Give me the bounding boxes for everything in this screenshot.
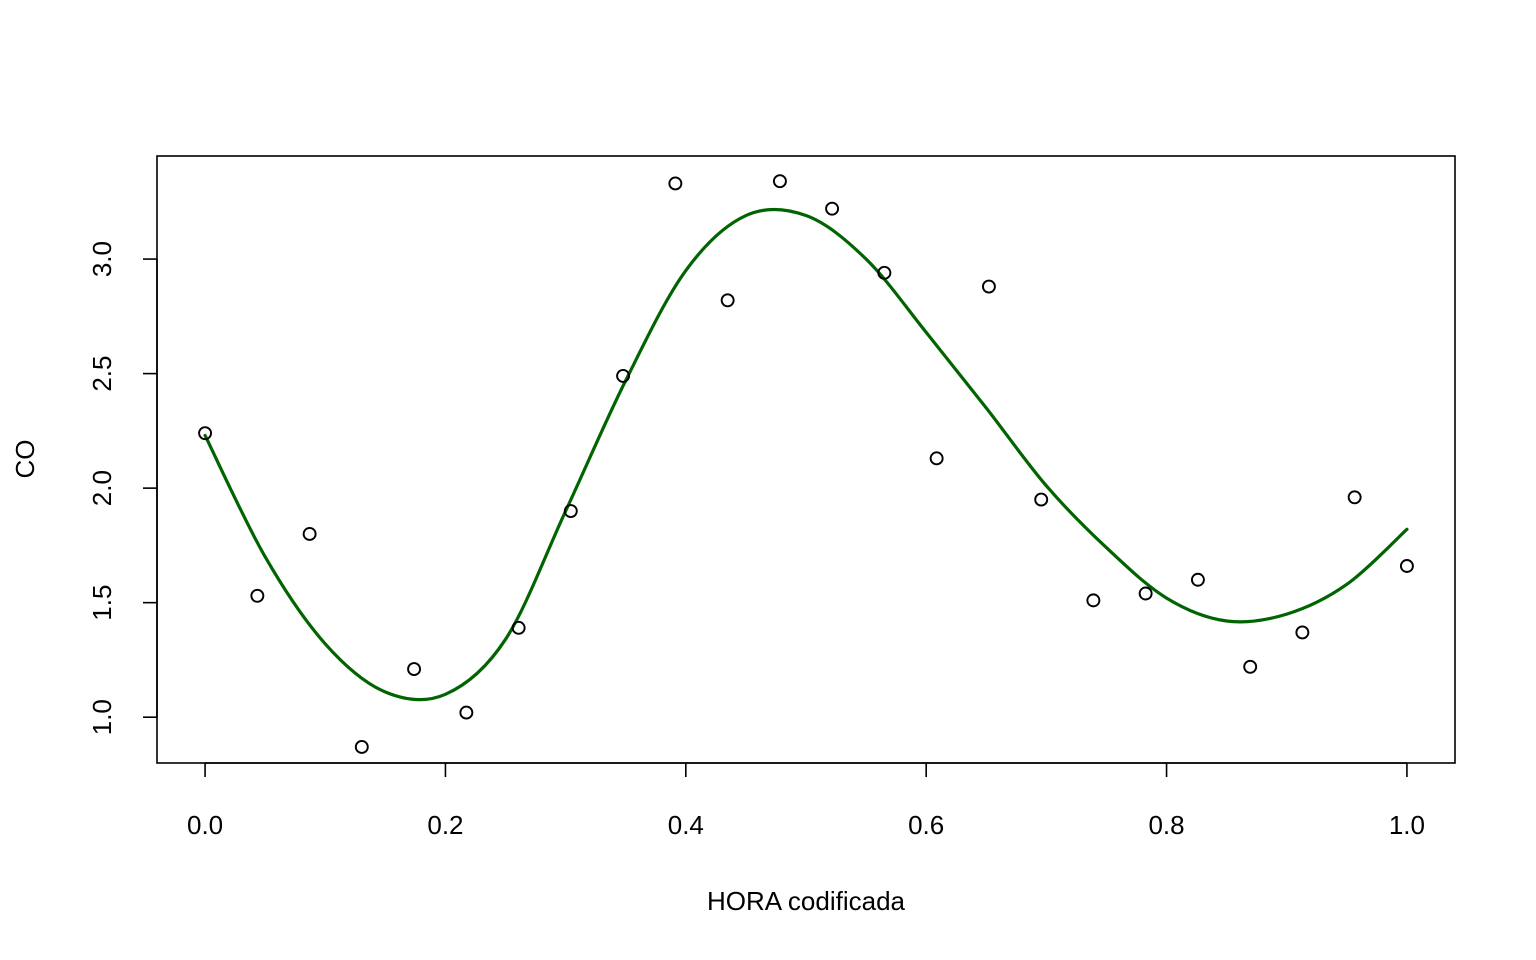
data-point: [407, 662, 422, 677]
data-point: [354, 740, 369, 754]
data-point: [459, 705, 474, 720]
y-axis-title: CO: [10, 440, 40, 479]
x-tick-label: 1.0: [1389, 810, 1425, 840]
data-point: [511, 620, 526, 635]
data-point: [616, 368, 631, 383]
x-tick-label: 0.6: [908, 810, 944, 840]
x-tick-label: 0.2: [427, 810, 463, 840]
data-point: [198, 426, 213, 441]
data-point: [1295, 625, 1310, 640]
y-tick-label: 1.5: [87, 585, 117, 621]
data-point: [929, 451, 944, 466]
data-point: [720, 293, 735, 308]
y-axis: 1.0 1.5 2.0 2.5 3.0: [87, 241, 158, 735]
x-tick-label: 0.0: [187, 810, 223, 840]
data-point: [981, 279, 996, 294]
data-point: [563, 504, 578, 518]
data-point: [1138, 586, 1153, 601]
x-axis: 0.0 0.2 0.4 0.6 0.8 1.0: [187, 762, 1425, 840]
data-point: [668, 176, 683, 191]
data-points: [198, 174, 1414, 754]
y-tick-label: 1.0: [87, 699, 117, 735]
y-tick-label: 2.0: [87, 470, 117, 506]
data-point: [877, 265, 892, 280]
data-point: [250, 588, 265, 603]
data-point: [1190, 572, 1205, 587]
x-tick-label: 0.4: [668, 810, 704, 840]
data-point: [1399, 559, 1414, 573]
data-point: [772, 174, 787, 189]
data-point: [1347, 490, 1362, 505]
data-point: [1086, 593, 1101, 608]
data-point: [1243, 659, 1258, 674]
x-tick-label: 0.8: [1148, 810, 1184, 840]
data-point: [1034, 492, 1049, 507]
data-point: [302, 526, 317, 541]
data-point: [825, 201, 840, 216]
y-tick-label: 2.5: [87, 356, 117, 392]
y-tick-label: 3.0: [87, 241, 117, 277]
x-axis-title: HORA codificada: [707, 886, 906, 916]
fitted-line: [203, 207, 1409, 702]
